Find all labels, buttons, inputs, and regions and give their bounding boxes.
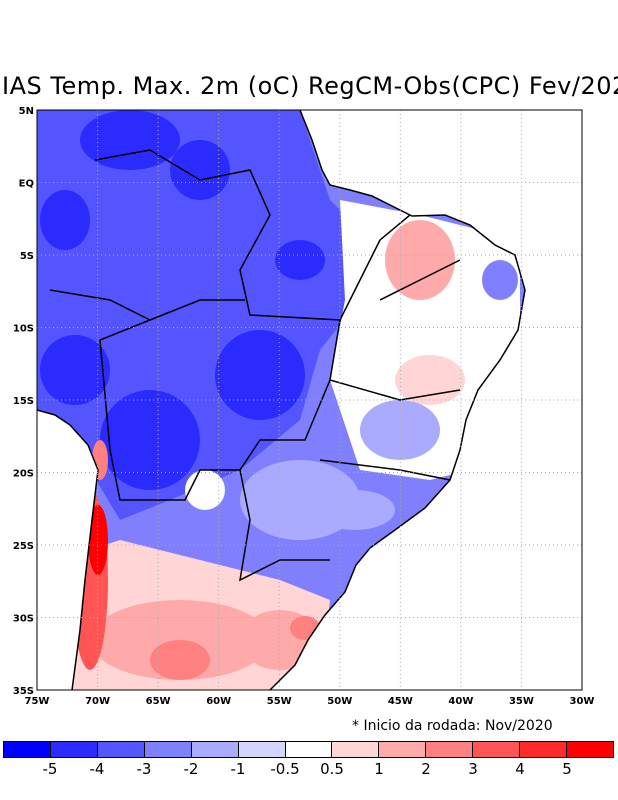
colorbar-swatch	[520, 742, 568, 757]
graticule	[37, 110, 582, 690]
latitude-labels: 5N EQ 5S 10S 15S 20S 25S 30S 35S	[13, 106, 34, 697]
lon-label: 60W	[206, 696, 231, 707]
map-title: IAS Temp. Max. 2m (oC) RegCM-Obs(CPC) Fe…	[2, 72, 618, 100]
colorbar-label: -3	[136, 760, 152, 778]
lon-label: 55W	[267, 696, 292, 707]
colorbar-swatch	[238, 742, 286, 757]
lon-label: 50W	[327, 696, 352, 707]
map-frame	[36, 109, 583, 691]
lat-label: 20S	[13, 469, 34, 480]
anomaly-map: 5N EQ 5S 10S 15S 20S 25S 30S 35S 75W 70W 65W 60W 55W…	[13, 106, 595, 707]
colorbar-swatch	[97, 742, 145, 757]
colorbar-label: 3	[468, 760, 478, 778]
colorbar-swatch	[426, 742, 474, 757]
colorbar-label: -5	[42, 760, 58, 778]
lat-label: 35S	[13, 686, 34, 697]
lon-label: 45W	[388, 696, 413, 707]
lat-label: 30S	[13, 614, 34, 625]
colorbar-swatch	[4, 742, 51, 757]
lon-label: 35W	[509, 696, 534, 707]
colorbar-label: -2	[183, 760, 199, 778]
colorbar-label: -0.5	[270, 760, 300, 778]
lon-label: 75W	[25, 696, 50, 707]
lat-label: 5S	[20, 251, 34, 262]
lat-label: 5N	[19, 106, 34, 117]
colorbar-swatch	[332, 742, 380, 757]
colorbar	[3, 741, 614, 758]
colorbar-swatch	[50, 742, 98, 757]
colorbar-label: 1	[374, 760, 384, 778]
colorbar-label: -4	[89, 760, 105, 778]
colorbar-label: 4	[515, 760, 525, 778]
colorbar-label: 5	[562, 760, 572, 778]
lat-label: 10S	[13, 324, 34, 335]
colorbar-swatch	[473, 742, 521, 757]
colorbar-swatch	[379, 742, 427, 757]
colorbar-label: -1	[230, 760, 246, 778]
run-start-note: * Inicio da rodada: Nov/2020	[352, 718, 553, 734]
lon-label: 30W	[570, 696, 595, 707]
colorbar-swatch	[144, 742, 192, 757]
lon-label: 65W	[146, 696, 171, 707]
colorbar-swatch	[191, 742, 239, 757]
colorbar-label: 2	[421, 760, 431, 778]
lat-label: 15S	[13, 396, 34, 407]
lat-label: 25S	[13, 541, 34, 552]
longitude-labels: 75W 70W 65W 60W 55W 50W 45W 40W 35W 30W	[25, 696, 595, 707]
colorbar-label: 0.5	[320, 760, 344, 778]
colorbar-swatch	[567, 742, 613, 757]
lat-label: EQ	[19, 179, 34, 190]
lon-label: 70W	[85, 696, 110, 707]
lon-label: 40W	[448, 696, 473, 707]
colorbar-swatch	[285, 742, 333, 757]
